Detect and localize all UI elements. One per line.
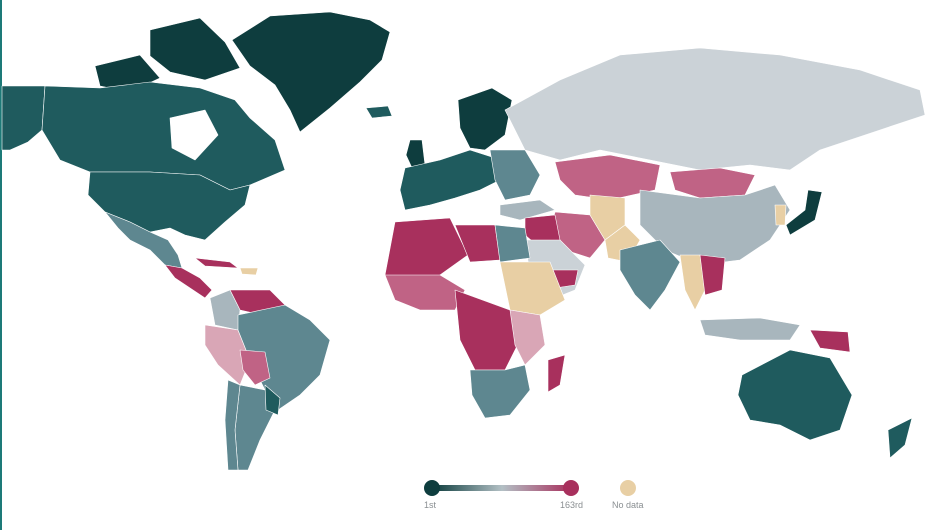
region-southern-africa[interactable] <box>469 364 531 419</box>
region-iceland[interactable] <box>365 105 393 119</box>
region-turkey[interactable] <box>499 199 556 221</box>
region-kazakhstan[interactable] <box>554 154 661 201</box>
region-hispaniola[interactable] <box>239 267 259 276</box>
region-russia[interactable] <box>504 47 926 171</box>
region-arctic-islands-canada[interactable] <box>149 17 241 81</box>
region-india[interactable] <box>619 239 681 311</box>
ranking-gradient-bar <box>433 485 571 491</box>
legend-max-dot <box>563 480 579 496</box>
region-bolivia[interactable] <box>239 349 271 386</box>
region-alaska[interactable] <box>1 85 46 151</box>
region-western-europe[interactable] <box>399 149 501 211</box>
region-mongolia[interactable] <box>669 167 756 199</box>
legend-min-label: 1st <box>424 500 437 510</box>
region-scandinavia[interactable] <box>457 87 513 151</box>
region-chile[interactable] <box>224 379 241 470</box>
region-hudson-bay <box>169 109 219 161</box>
region-brazil[interactable] <box>237 304 331 411</box>
region-eastern-europe[interactable] <box>489 149 541 201</box>
region-canada[interactable] <box>41 81 286 191</box>
region-cuba[interactable] <box>194 257 239 269</box>
region-paraguay-uruguay[interactable] <box>264 384 281 416</box>
legend-min-dot <box>424 480 440 496</box>
region-japan[interactable] <box>785 189 823 236</box>
region-myanmar-thailand[interactable] <box>679 254 706 311</box>
region-east-africa[interactable] <box>509 309 546 366</box>
world-map <box>1 11 926 470</box>
region-west-africa[interactable] <box>384 274 466 311</box>
region-madagascar[interactable] <box>547 354 566 393</box>
region-indonesia[interactable] <box>699 317 801 341</box>
left-accent-border <box>0 0 2 530</box>
legend-no-data-label: No data <box>612 500 644 510</box>
legend-no-data-dot <box>620 480 636 496</box>
region-australia[interactable] <box>737 349 853 441</box>
region-egypt[interactable] <box>494 224 531 263</box>
legend: 1st 163rd No data <box>0 470 930 530</box>
region-papua-new-guinea[interactable] <box>809 329 851 353</box>
region-indochina[interactable] <box>699 254 726 296</box>
legend-max-label: 163rd <box>560 500 584 510</box>
region-korea[interactable] <box>774 204 787 226</box>
region-new-zealand[interactable] <box>887 417 913 459</box>
region-greenland[interactable] <box>231 11 391 133</box>
region-central-america[interactable] <box>164 264 213 299</box>
region-sudan-ethiopia[interactable] <box>499 261 566 316</box>
